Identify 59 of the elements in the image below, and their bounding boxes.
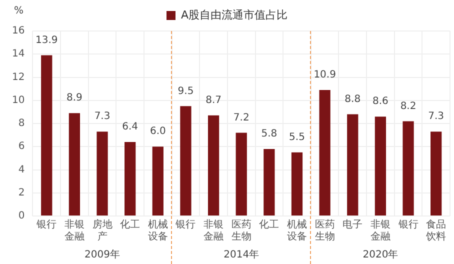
data-label: 8.6 bbox=[372, 96, 388, 108]
data-label: 10.9 bbox=[314, 70, 336, 81]
data-label: 5.8 bbox=[261, 128, 278, 140]
x-tick-label: 银行 bbox=[36, 220, 57, 231]
text: 2009年 bbox=[84, 248, 120, 261]
bar bbox=[291, 152, 303, 216]
y-tick-label: 8 bbox=[18, 118, 25, 130]
data-label: 7.3 bbox=[428, 111, 444, 122]
bar bbox=[152, 146, 164, 216]
bar bbox=[236, 132, 247, 216]
x-tick-label: 电子 bbox=[342, 218, 363, 231]
text: 2014年 bbox=[224, 248, 260, 261]
data-label: 8.9 bbox=[66, 92, 82, 104]
x-tick-label: 非银金融 bbox=[370, 218, 390, 243]
x-tick-label: 化工 bbox=[120, 218, 140, 231]
x-tick-label: 非银金融 bbox=[204, 218, 224, 243]
bar bbox=[41, 55, 52, 216]
bar bbox=[374, 116, 386, 216]
x-tick-label: 医药生物 bbox=[231, 218, 252, 243]
data-label: 8.8 bbox=[344, 94, 361, 105]
data-label: 7.2 bbox=[233, 112, 250, 124]
bar bbox=[208, 115, 220, 216]
data-label: 6.0 bbox=[150, 126, 166, 138]
x-tick-label: 房地产 bbox=[92, 218, 112, 243]
data-label: 5.5 bbox=[289, 132, 305, 143]
x-tick-label: 医药生物 bbox=[314, 218, 335, 243]
x-tick-label: 机械设备 bbox=[148, 218, 168, 243]
data-label: 7.3 bbox=[94, 111, 110, 122]
y-tick-label: 16 bbox=[12, 26, 25, 37]
bar bbox=[124, 142, 136, 216]
bar bbox=[402, 121, 414, 216]
bar bbox=[68, 113, 80, 216]
data-label: 8.2 bbox=[400, 100, 416, 112]
x-tick-label: 银行 bbox=[397, 220, 418, 231]
x-tick-label: 化工 bbox=[259, 218, 280, 231]
y-tick-label: 12 bbox=[12, 72, 25, 83]
x-tick-label: 银行 bbox=[174, 220, 196, 231]
y-tick-label: 2 bbox=[18, 187, 25, 198]
bar bbox=[347, 114, 358, 216]
bar bbox=[430, 132, 442, 216]
x-tick-label: 机械设备 bbox=[287, 218, 307, 243]
data-label: 9.5 bbox=[178, 86, 194, 97]
x-tick-label: 非银金融 bbox=[64, 218, 84, 243]
data-label: 6.4 bbox=[122, 122, 138, 133]
x-tick-label: 食品饮料 bbox=[425, 218, 446, 243]
bar bbox=[96, 132, 108, 216]
y-tick-label: 10 bbox=[12, 94, 25, 106]
bar bbox=[319, 90, 330, 216]
y-tick-label: 4 bbox=[18, 164, 25, 176]
text: 2020年 bbox=[362, 248, 398, 261]
data-label: 8.7 bbox=[206, 95, 222, 106]
bar bbox=[264, 148, 275, 216]
y-tick-label: 0 bbox=[18, 210, 25, 222]
y-tick-label: 6 bbox=[18, 141, 25, 152]
legend-label: A股自由流通市值占比 bbox=[180, 8, 288, 22]
y-axis-title: % bbox=[14, 6, 24, 17]
y-tick-label: 14 bbox=[12, 48, 25, 60]
bar bbox=[180, 106, 192, 216]
data-label: 13.9 bbox=[36, 34, 58, 46]
